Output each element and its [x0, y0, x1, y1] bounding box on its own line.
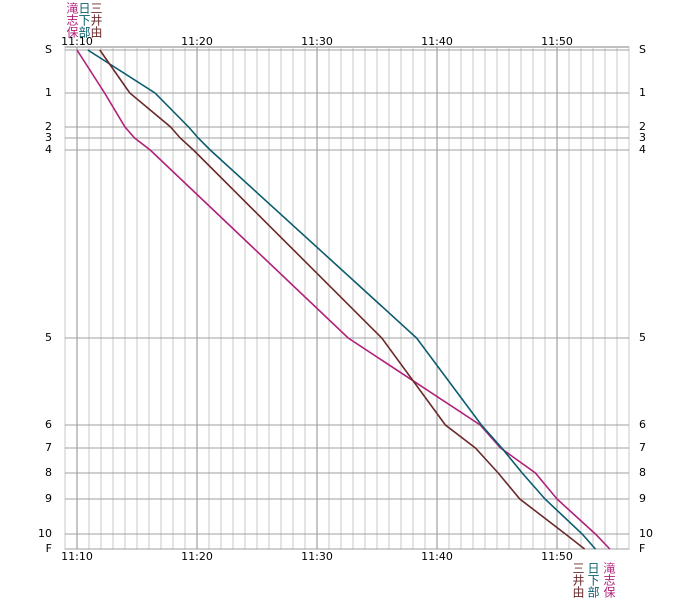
x-tick-label: 11:20	[181, 550, 213, 563]
y-tick-label: 9	[45, 492, 52, 505]
y-tick-label: 6	[639, 418, 646, 431]
y-tick-label: 7	[639, 441, 646, 454]
y-tick-label: S	[45, 43, 52, 56]
y-tick-label: 5	[45, 331, 52, 344]
train-name: 日下部	[586, 562, 600, 598]
train-name: 滝志保	[65, 2, 79, 38]
y-tick-label: 8	[45, 466, 52, 479]
y-tick-label: 2	[45, 120, 52, 133]
x-tick-label: 11:20	[181, 35, 213, 48]
y-tick-label: 7	[45, 441, 52, 454]
y-tick-label: 5	[639, 331, 646, 344]
plot-area	[64, 46, 630, 550]
y-tick-label: 1	[639, 86, 646, 99]
x-tick-label: 11:10	[61, 35, 93, 48]
x-tick-label: 11:30	[301, 35, 333, 48]
train-line	[87, 49, 597, 550]
train-name: 日下部	[77, 2, 91, 38]
y-tick-label: 8	[639, 466, 646, 479]
y-tick-label: 4	[639, 143, 646, 156]
y-tick-label: F	[639, 542, 645, 555]
x-tick-label: 11:40	[421, 35, 453, 48]
y-tick-label: 3	[45, 131, 52, 144]
y-tick-label: S	[639, 43, 646, 56]
y-tick-label: 4	[45, 143, 52, 156]
y-tick-label: 2	[639, 120, 646, 133]
x-tick-label: 11:40	[421, 550, 453, 563]
train-line	[99, 49, 586, 550]
y-tick-label: 6	[45, 418, 52, 431]
y-tick-label: 10	[639, 527, 653, 540]
x-tick-label: 11:50	[541, 35, 573, 48]
x-tick-label: 11:50	[541, 550, 573, 563]
train-name: 三井由	[89, 2, 103, 38]
train-name: 滝志保	[602, 562, 616, 598]
y-tick-label: 9	[639, 492, 646, 505]
train-name: 三井由	[571, 562, 585, 598]
x-tick-label: 11:10	[61, 550, 93, 563]
x-tick-label: 11:30	[301, 550, 333, 563]
y-tick-label: F	[46, 542, 52, 555]
y-tick-label: 10	[38, 527, 52, 540]
y-tick-label: 3	[639, 131, 646, 144]
y-tick-label: 1	[45, 86, 52, 99]
